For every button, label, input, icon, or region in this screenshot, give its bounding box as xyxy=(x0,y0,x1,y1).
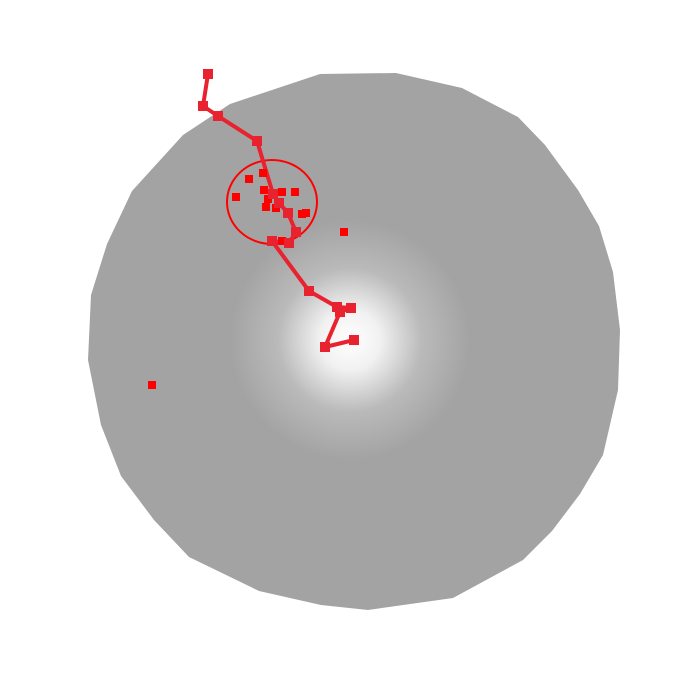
scatter-marker xyxy=(278,188,286,196)
scatter-marker xyxy=(262,203,270,211)
trajectory-marker xyxy=(349,335,359,345)
trajectory-marker xyxy=(203,69,213,79)
trajectory-line xyxy=(201,72,356,349)
trajectory-marker xyxy=(213,111,223,121)
scatter-marker xyxy=(340,228,348,236)
scatter-marker xyxy=(232,193,240,201)
trajectory-marker xyxy=(335,307,345,317)
trajectory-marker xyxy=(268,189,278,199)
scatter-marker xyxy=(278,237,286,245)
trajectory-marker xyxy=(346,303,356,313)
trajectory-marker xyxy=(198,101,208,111)
trajectory-marker xyxy=(304,286,314,296)
trajectory-marker xyxy=(291,227,301,237)
trajectory-marker xyxy=(320,342,330,352)
trajectory-marker xyxy=(267,236,277,246)
scatter-marker xyxy=(148,381,156,389)
scatter-marker xyxy=(302,209,310,217)
trajectory-marker xyxy=(252,136,262,146)
scatter-marker xyxy=(291,188,299,196)
scatter-marker xyxy=(260,186,268,194)
scatter-marker xyxy=(245,175,253,183)
trajectory-marker xyxy=(284,238,294,248)
trajectory-marker xyxy=(274,198,284,208)
scatter-marker xyxy=(259,169,267,177)
trajectory-markers xyxy=(198,69,359,352)
trajectory-marker xyxy=(283,208,293,218)
